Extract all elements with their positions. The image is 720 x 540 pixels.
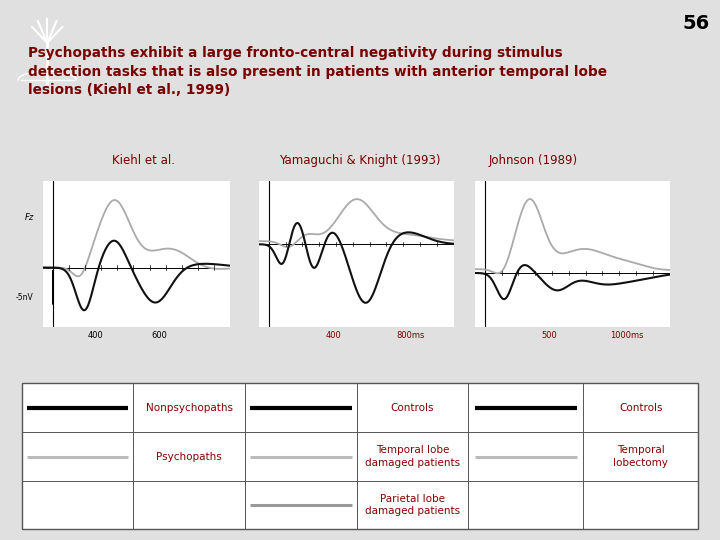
Text: 600: 600 [151, 332, 167, 340]
Text: 500: 500 [541, 332, 557, 340]
Text: Controls: Controls [619, 403, 662, 413]
Text: 400: 400 [88, 332, 104, 340]
Text: Fz: Fz [24, 213, 34, 222]
Text: Psychopaths exhibit a large fronto-central negativity during stimulus
detection : Psychopaths exhibit a large fronto-centr… [28, 46, 607, 97]
Text: Johnson (1989): Johnson (1989) [488, 154, 577, 167]
Text: Temporal
lobectomy: Temporal lobectomy [613, 446, 668, 468]
Text: 56: 56 [682, 14, 709, 33]
Text: 1000ms: 1000ms [610, 332, 644, 340]
Text: 400: 400 [325, 332, 341, 340]
Text: -5nV: -5nV [16, 293, 34, 302]
Text: Psychopaths: Psychopaths [156, 451, 222, 462]
Text: Temporal lobe
damaged patients: Temporal lobe damaged patients [365, 446, 460, 468]
Text: Nonpsychopaths: Nonpsychopaths [145, 403, 233, 413]
Text: Kiehl et al.: Kiehl et al. [112, 154, 176, 167]
Text: 800ms: 800ms [397, 332, 425, 340]
Text: Controls: Controls [391, 403, 434, 413]
Text: Yamaguchi & Knight (1993): Yamaguchi & Knight (1993) [279, 154, 441, 167]
Text: Parietal lobe
damaged patients: Parietal lobe damaged patients [365, 494, 460, 516]
